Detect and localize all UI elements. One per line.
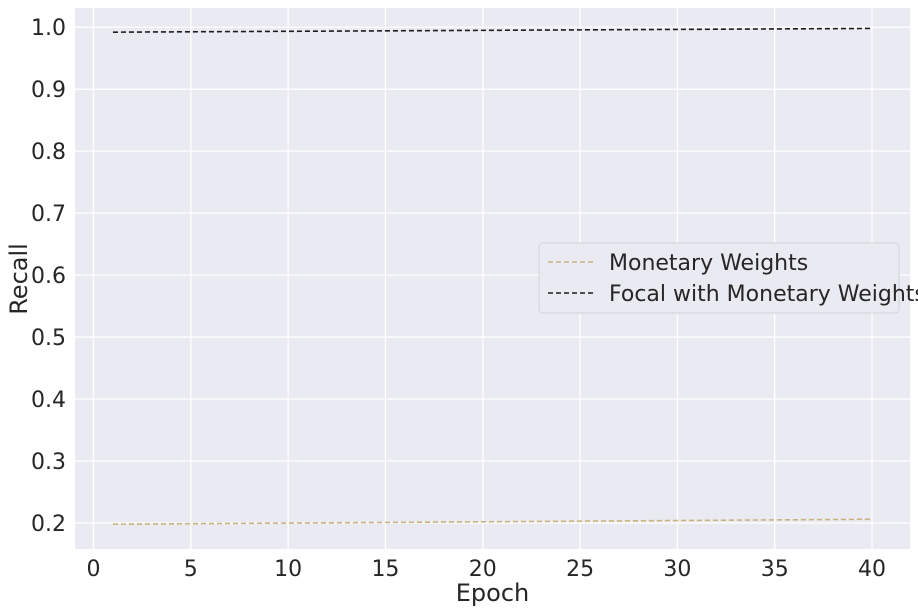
y-tick-label: 0.8 [31,140,66,165]
x-tick-label: 40 [858,557,886,582]
x-tick-label: 0 [86,557,100,582]
x-tick-label: 10 [274,557,302,582]
x-tick-label: 30 [663,557,691,582]
y-tick-label: 0.3 [31,450,66,475]
y-tick-label: 0.9 [31,78,66,103]
legend: Monetary Weights Focal with Monetary Wei… [538,242,918,314]
y-tick-label: 0.2 [31,512,66,537]
legend-label-monetary-weights: Monetary Weights [609,251,808,276]
y-tick-label: 0.5 [31,326,66,351]
series-lines [112,27,873,526]
x-tick-label: 25 [566,557,594,582]
y-tick-labels: 0.2 0.3 0.4 0.5 0.6 0.7 0.8 0.9 1.0 [31,16,66,537]
y-tick-label: 1.0 [31,16,66,41]
x-tick-label: 20 [469,557,497,582]
x-tick-label: 15 [371,557,399,582]
y-tick-label: 0.6 [31,264,66,289]
legend-box [538,242,900,314]
y-tick-label: 0.4 [31,388,66,413]
y-axis-title: Recall [5,243,33,315]
x-tick-label: 5 [184,557,198,582]
x-tick-label: 35 [761,557,789,582]
legend-label-focal-with-monetary-weights: Focal with Monetary Weights [609,282,918,307]
series-line-monetary-weights [112,518,873,526]
y-tick-label: 0.7 [31,202,66,227]
x-axis-title: Epoch [456,579,530,607]
y-gridlines [75,26,910,524]
x-tick-labels: 0 5 10 15 20 25 30 35 40 [86,557,886,582]
series-line-focal-with-monetary-weights [112,27,873,33]
